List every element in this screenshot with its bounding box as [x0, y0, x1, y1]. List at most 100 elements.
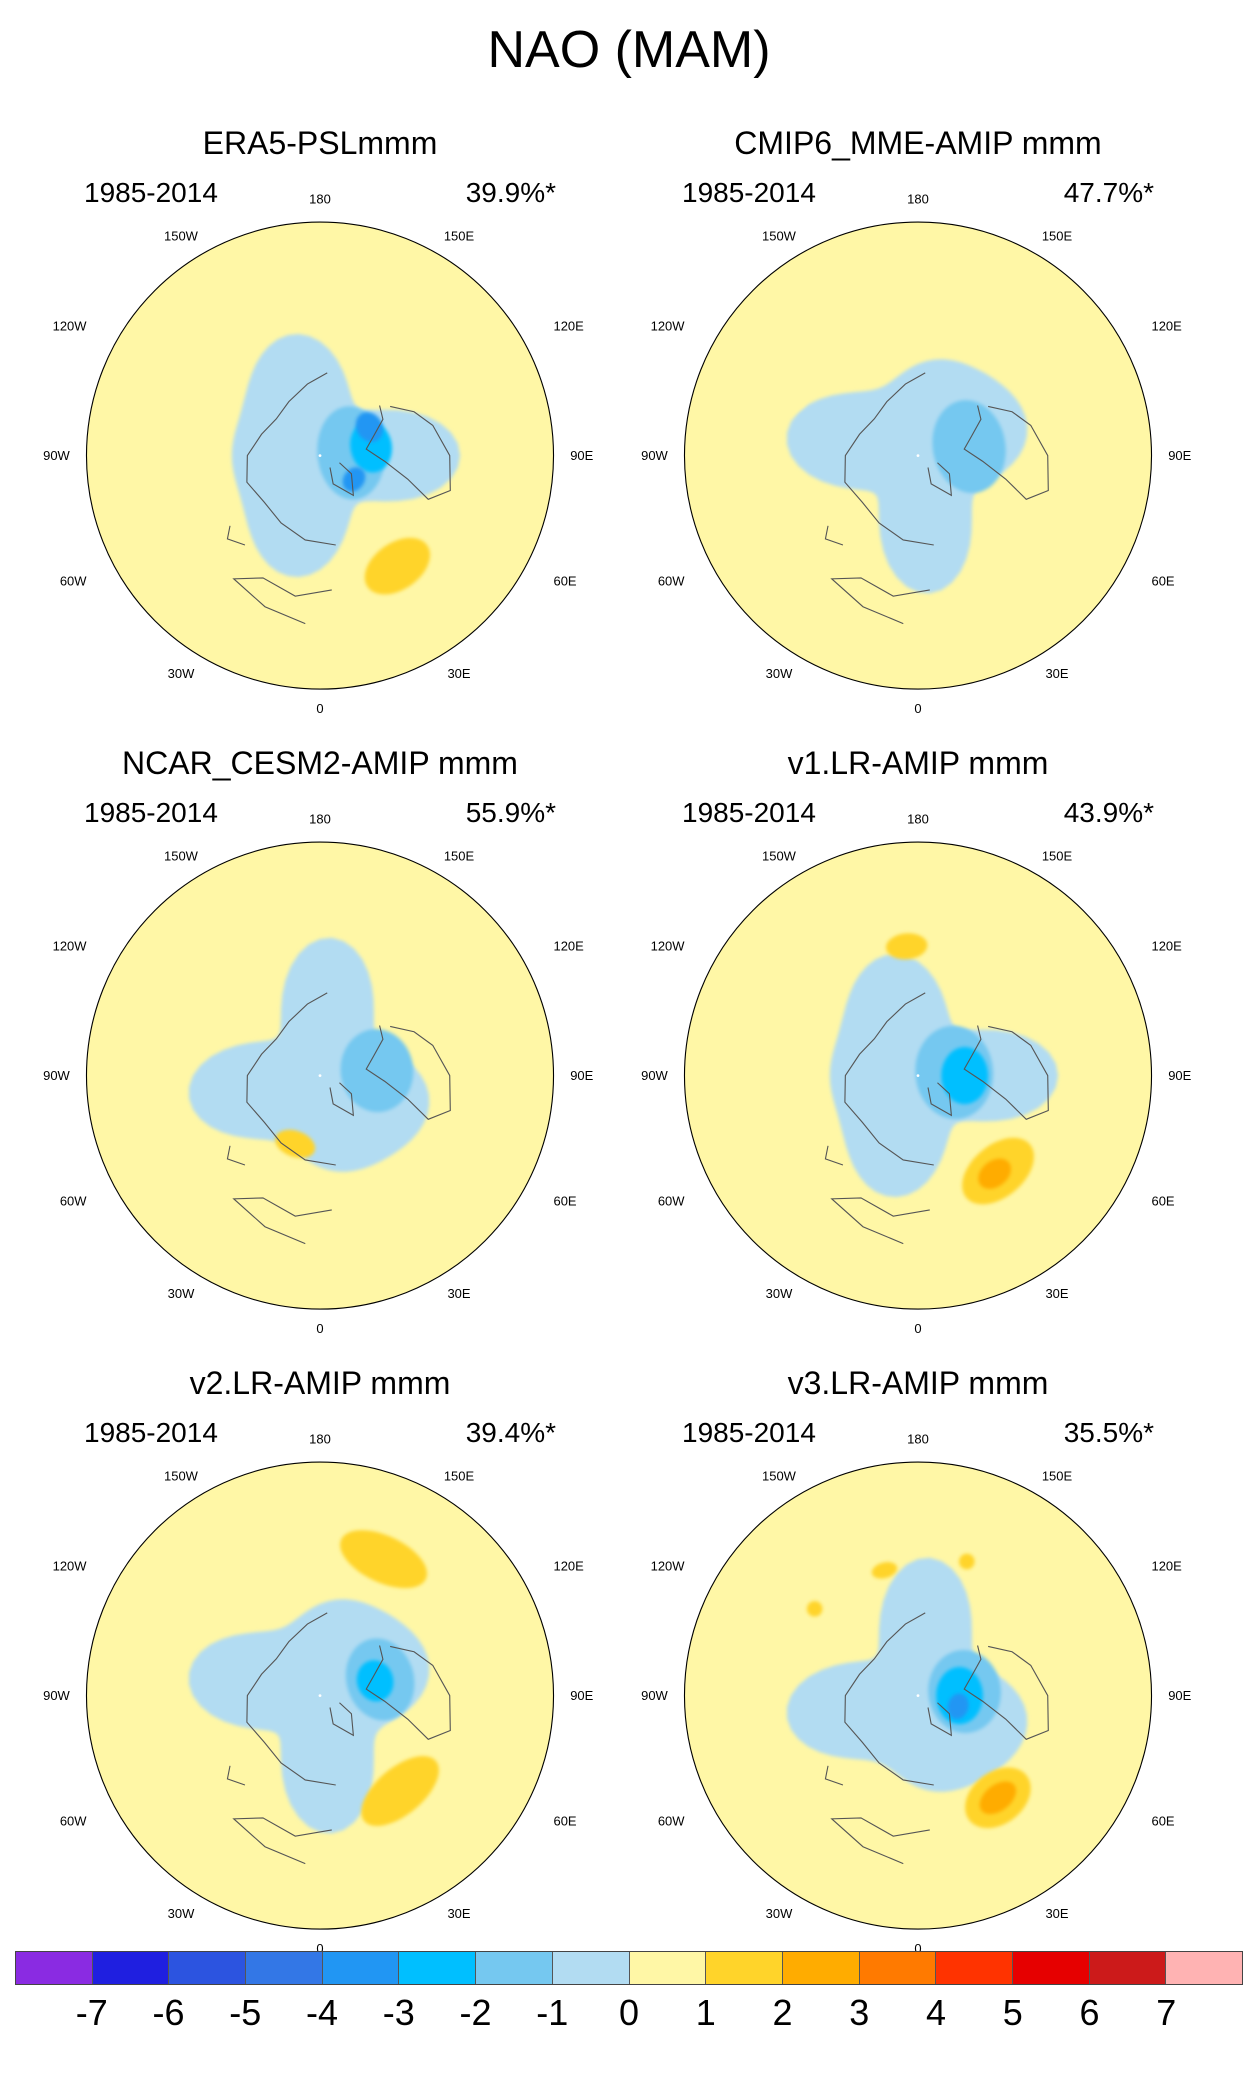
longitude-label: 90W: [641, 448, 668, 463]
longitude-label: 150E: [1042, 1469, 1073, 1484]
longitude-label: 150E: [444, 229, 475, 244]
panel-title: v3.LR-AMIP mmm: [787, 1365, 1049, 1401]
coastlines: [824, 372, 1049, 625]
explained-variance: 55.9%*: [465, 797, 556, 828]
longitude-label: 30W: [766, 666, 793, 681]
coastline: [232, 1817, 332, 1865]
longitude-label: 90E: [1168, 1688, 1191, 1703]
coastline: [365, 405, 451, 500]
anomaly-contour: [979, 1781, 1017, 1815]
longitude-label: 60E: [554, 573, 577, 588]
polar-map: 180 150W 150E 120W 120E 90W 90E 60W 60E 30W 30E 0: [43, 1432, 593, 1957]
longitude-label: 30E: [1045, 666, 1068, 681]
coastline: [830, 1197, 930, 1245]
colorbar-swatch: [246, 1952, 323, 1984]
panel-title: NCAR_CESM2-AMIP mmm: [122, 745, 518, 781]
coastline: [329, 1082, 355, 1117]
longitude-label: 120E: [1152, 1558, 1183, 1573]
longitude-label: 60W: [60, 1813, 87, 1828]
colorbar-tick-label: -3: [382, 1992, 415, 2033]
colorbar-tick-label: 6: [1079, 1992, 1100, 2033]
coastline: [824, 1145, 844, 1166]
longitude-label: 120E: [1152, 938, 1183, 953]
map-border: [85, 221, 555, 690]
longitude-label: 60W: [658, 573, 685, 588]
colorbar-swatch: [1012, 1952, 1090, 1984]
longitude-label: 120W: [53, 938, 88, 953]
longitude-label: 180: [309, 812, 331, 827]
anomaly-contour: [947, 1693, 969, 1720]
longitude-label: 30W: [168, 666, 195, 681]
longitude-label: 30W: [766, 1906, 793, 1921]
colorbar-swatch: [782, 1952, 860, 1984]
longitude-label: 150E: [1042, 229, 1073, 244]
coastlines: [824, 1612, 1049, 1865]
longitude-label: 120E: [554, 938, 585, 953]
map-panel: ERA5-PSLmmm 1985-2014 39.9%* 180 150W 150E 120…: [10, 125, 630, 745]
longitude-label: 30E: [447, 666, 470, 681]
longitude-label: 60W: [60, 573, 87, 588]
longitude-label: 120E: [554, 1558, 585, 1573]
coastline: [226, 1765, 246, 1786]
coastlines: [226, 992, 451, 1245]
north-pole-marker: [318, 1074, 322, 1077]
colorbar-swatch: [92, 1952, 170, 1984]
colorbar-swatch: [706, 1952, 783, 1984]
longitude-label: 180: [309, 192, 331, 207]
colorbar: [15, 1951, 1243, 1985]
longitude-label: 120W: [651, 318, 686, 333]
map-border: [683, 221, 1153, 690]
longitude-label: 150W: [164, 1469, 199, 1484]
anomaly-contour: [978, 1158, 1012, 1189]
map-panel: v2.LR-AMIP mmm 1985-2014 39.4%* 180 150W 150E…: [10, 1365, 630, 1985]
polar-map: 180 150W 150E 120W 120E 90W 90E 60W 60E 30W 30E 0: [43, 192, 593, 717]
coastlines: [226, 372, 451, 625]
explained-variance: 39.9%*: [465, 177, 556, 208]
colorbar-swatch: [936, 1952, 1013, 1984]
colorbar-tick-label: 4: [925, 1992, 947, 2033]
colorbar-tick-label: -7: [75, 1992, 108, 2033]
longitude-label: 30W: [168, 1906, 195, 1921]
coastline: [963, 405, 1049, 500]
polar-map: 180 150W 150E 120W 120E 90W 90E 60W 60E 30W 30E 0: [641, 812, 1191, 1337]
longitude-label: 0: [914, 1941, 921, 1956]
longitude-label: 90E: [1168, 448, 1191, 463]
longitude-label: 30E: [1045, 1286, 1068, 1301]
explained-variance: 39.4%*: [465, 1417, 556, 1448]
coastline: [830, 577, 930, 625]
colorbar-swatch: [399, 1952, 477, 1984]
anomaly-contour: [885, 933, 928, 960]
anomaly-contour: [768, 351, 820, 418]
colorbar-swatch: [16, 1952, 93, 1984]
colorbar-tick-label: 5: [1002, 1992, 1023, 2033]
anomaly-contour: [932, 400, 1006, 494]
coastline: [246, 992, 336, 1166]
map-border: [85, 1461, 555, 1930]
coastline: [844, 1612, 934, 1786]
anomaly-contour: [328, 285, 418, 333]
figure-title: NAO (MAM): [487, 21, 771, 79]
longitude-label: 150E: [444, 1469, 475, 1484]
anomaly-contour: [361, 1756, 439, 1826]
coastline: [927, 462, 953, 497]
longitude-label: 120W: [651, 938, 686, 953]
colorbar-tick-label: 7: [1156, 1992, 1177, 2033]
longitude-label: 60E: [554, 1193, 577, 1208]
panel-period: 1985-2014: [682, 797, 816, 828]
coastline: [844, 372, 934, 546]
coastline: [844, 992, 934, 1166]
coastline: [232, 1197, 332, 1245]
longitude-label: 180: [907, 812, 929, 827]
explained-variance: 43.9%*: [1063, 797, 1154, 828]
map-border: [683, 1461, 1153, 1930]
coastline: [365, 1025, 451, 1120]
coastline: [963, 1025, 1049, 1120]
longitude-label: 30E: [447, 1286, 470, 1301]
negative-anomaly-region: [786, 1557, 1028, 1792]
colorbar-swatch: [1166, 1952, 1242, 1984]
panel-period: 1985-2014: [84, 1417, 218, 1448]
longitude-label: 90W: [43, 1688, 70, 1703]
longitude-label: 60W: [658, 1813, 685, 1828]
map-border: [85, 841, 555, 1310]
anomaly-contour: [340, 1530, 428, 1589]
